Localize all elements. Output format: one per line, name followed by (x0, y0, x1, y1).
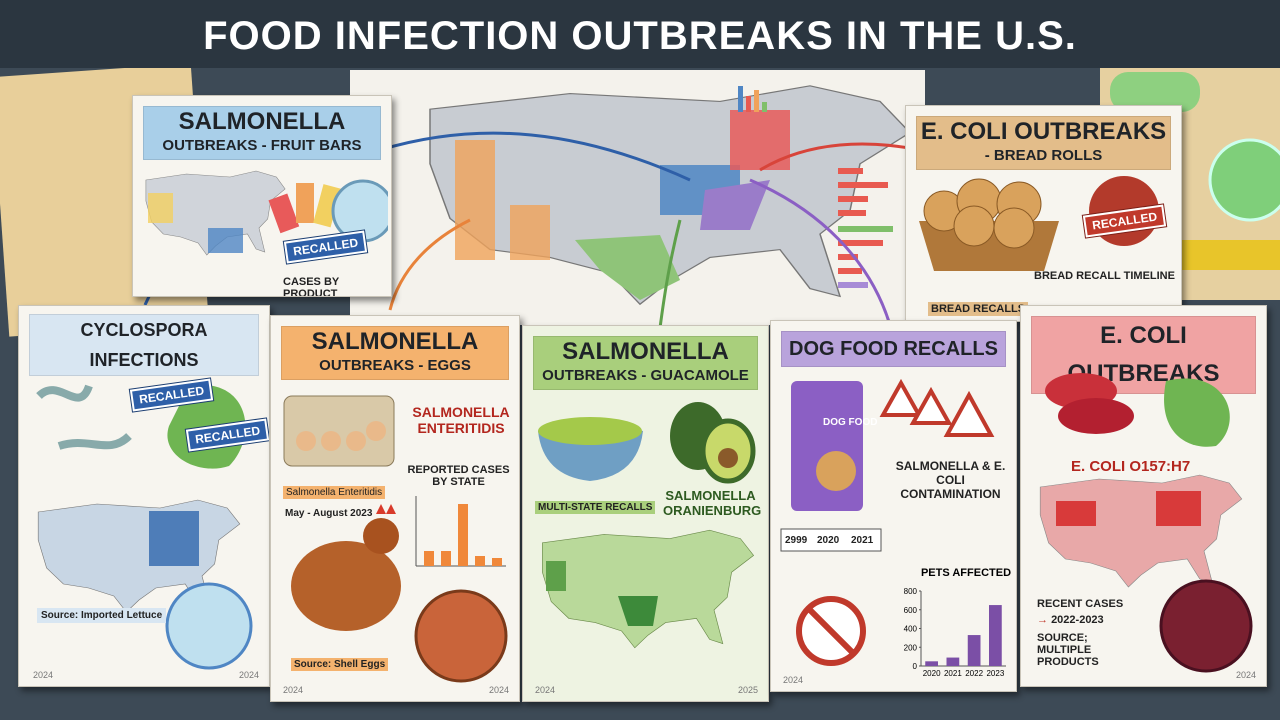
map (145, 170, 286, 256)
year: 2024 (488, 685, 509, 695)
strain: SALMONELLA ENTERITIDIS (412, 404, 510, 436)
bar (925, 661, 938, 666)
caption: BREAD RECALL TIMELINE (1034, 270, 1175, 282)
year: 2024 (1235, 670, 1256, 680)
year: 2024 (238, 670, 259, 680)
guacamole-card: SALMONELLA OUTBREAKS - GUACAMOLE MULTI-ST… (522, 325, 769, 702)
range: → 2022-2023 (1037, 614, 1104, 626)
ecoli-card: E. COLI OUTBREAKS E. COLI O157:H7 RECENT… (1020, 305, 1267, 687)
card-title: E. COLI OUTBREAKS (920, 118, 1167, 145)
chart-title: REPORTED CASES BY STATE (407, 464, 510, 488)
fruit-bars-card: SALMONELLA OUTBREAKS - FRUIT BARS RECALLE… (132, 95, 392, 297)
card-title: DOG FOOD RECALLS (789, 338, 998, 360)
card-title: SALMONELLA (311, 328, 479, 355)
card-subtitle: OUTBREAKS - FRUIT BARS (162, 137, 362, 154)
cyclospora-card: CYCLOSPORA INFECTIONS RECALLED RECALLED … (18, 305, 270, 687)
fruit-bars-icon (268, 179, 388, 243)
eggs-card: SALMONELLA OUTBREAKS - EGGS SALMONELLA EN… (270, 315, 520, 702)
bread-illustration (919, 176, 1159, 271)
footer-label: BREAD RECALLS (928, 302, 1029, 316)
card-title: SALMONELLA (178, 108, 346, 135)
y-tick-label: 200 (904, 643, 918, 652)
contamination: SALMONELLA & E. COLI CONTAMINATION (895, 459, 1006, 501)
card-header: E. COLI OUTBREAKS - BREAD ROLLS (916, 116, 1171, 170)
card-header: SALMONELLA OUTBREAKS - EGGS (281, 326, 509, 380)
y-tick-label: 600 (904, 606, 918, 615)
strain: SALMONELLA ORANIENBURG (663, 488, 762, 518)
card-title: SALMONELLA (562, 338, 729, 365)
y-tick-label: 800 (904, 587, 918, 596)
bag-label: DOG FOOD (823, 417, 878, 428)
strain: E. COLI O157:H7 (1071, 458, 1191, 475)
source: Source: Shell Eggs (291, 658, 389, 671)
year: 2025 (737, 685, 758, 695)
card-header: SALMONELLA OUTBREAKS - FRUIT BARS (143, 106, 381, 160)
y-tick-label: 400 (904, 625, 918, 634)
recent-cases: RECENT CASES (1037, 598, 1124, 610)
year: 2024 (783, 675, 804, 685)
card-title: CYCLOSPORA INFECTIONS (80, 320, 208, 370)
bar (946, 657, 960, 666)
card-subtitle: OUTBREAKS - GUACAMOLE (542, 367, 749, 384)
note: Salmonella Enteritidis (283, 486, 386, 499)
card-subtitle: OUTBREAKS - EGGS (319, 357, 471, 374)
source: Source: Imported Lettuce (37, 608, 167, 623)
bar (967, 635, 981, 666)
illustration (283, 395, 508, 683)
year: 2024 (33, 670, 54, 680)
timeline-year: 2020 (817, 535, 840, 546)
card-header: CYCLOSPORA INFECTIONS (29, 314, 259, 376)
dog-food-card: DOG FOOD RECALLS PETS AFFECTED 0 200 400 600… (770, 320, 1017, 692)
tag: MULTI-STATE RECALLS (535, 501, 656, 514)
y-tick-label: 0 (913, 662, 918, 671)
x-tick-label: 2020 (923, 669, 941, 678)
timeline-year: 2999 (785, 535, 808, 546)
chart-title: PETS AFFECTED (921, 567, 1011, 579)
x-tick-label: 2021 (944, 669, 962, 678)
bar (989, 605, 1002, 666)
timeline-year: 2021 (851, 535, 874, 546)
page-title: FOOD INFECTION OUTBREAKS IN THE U.S. (203, 14, 1077, 58)
card-subtitle: - BREAD ROLLS (984, 147, 1103, 164)
source: SOURCE; MULTIPLE PRODUCTS (1037, 632, 1099, 668)
arrow: → (1037, 614, 1052, 626)
card-header: SALMONELLA OUTBREAKS - GUACAMOLE (533, 336, 758, 390)
x-tick-label: 2023 (986, 669, 1004, 678)
bread-rolls-card: E. COLI OUTBREAKS - BREAD ROLLS RECALLED … (905, 105, 1182, 322)
year: 2024 (283, 685, 304, 695)
illustration (538, 402, 756, 649)
illustration (1039, 373, 1253, 673)
period: May - August 2023 (285, 508, 373, 519)
year: 2024 (535, 685, 556, 695)
range-value: 2022-2023 (1051, 614, 1104, 626)
header-bar: FOOD INFECTION OUTBREAKS IN THE U.S. (0, 0, 1280, 68)
x-tick-label: 2022 (965, 669, 983, 678)
caption: CASES BY PRODUCT (283, 276, 340, 297)
card-header: DOG FOOD RECALLS (781, 331, 1006, 367)
